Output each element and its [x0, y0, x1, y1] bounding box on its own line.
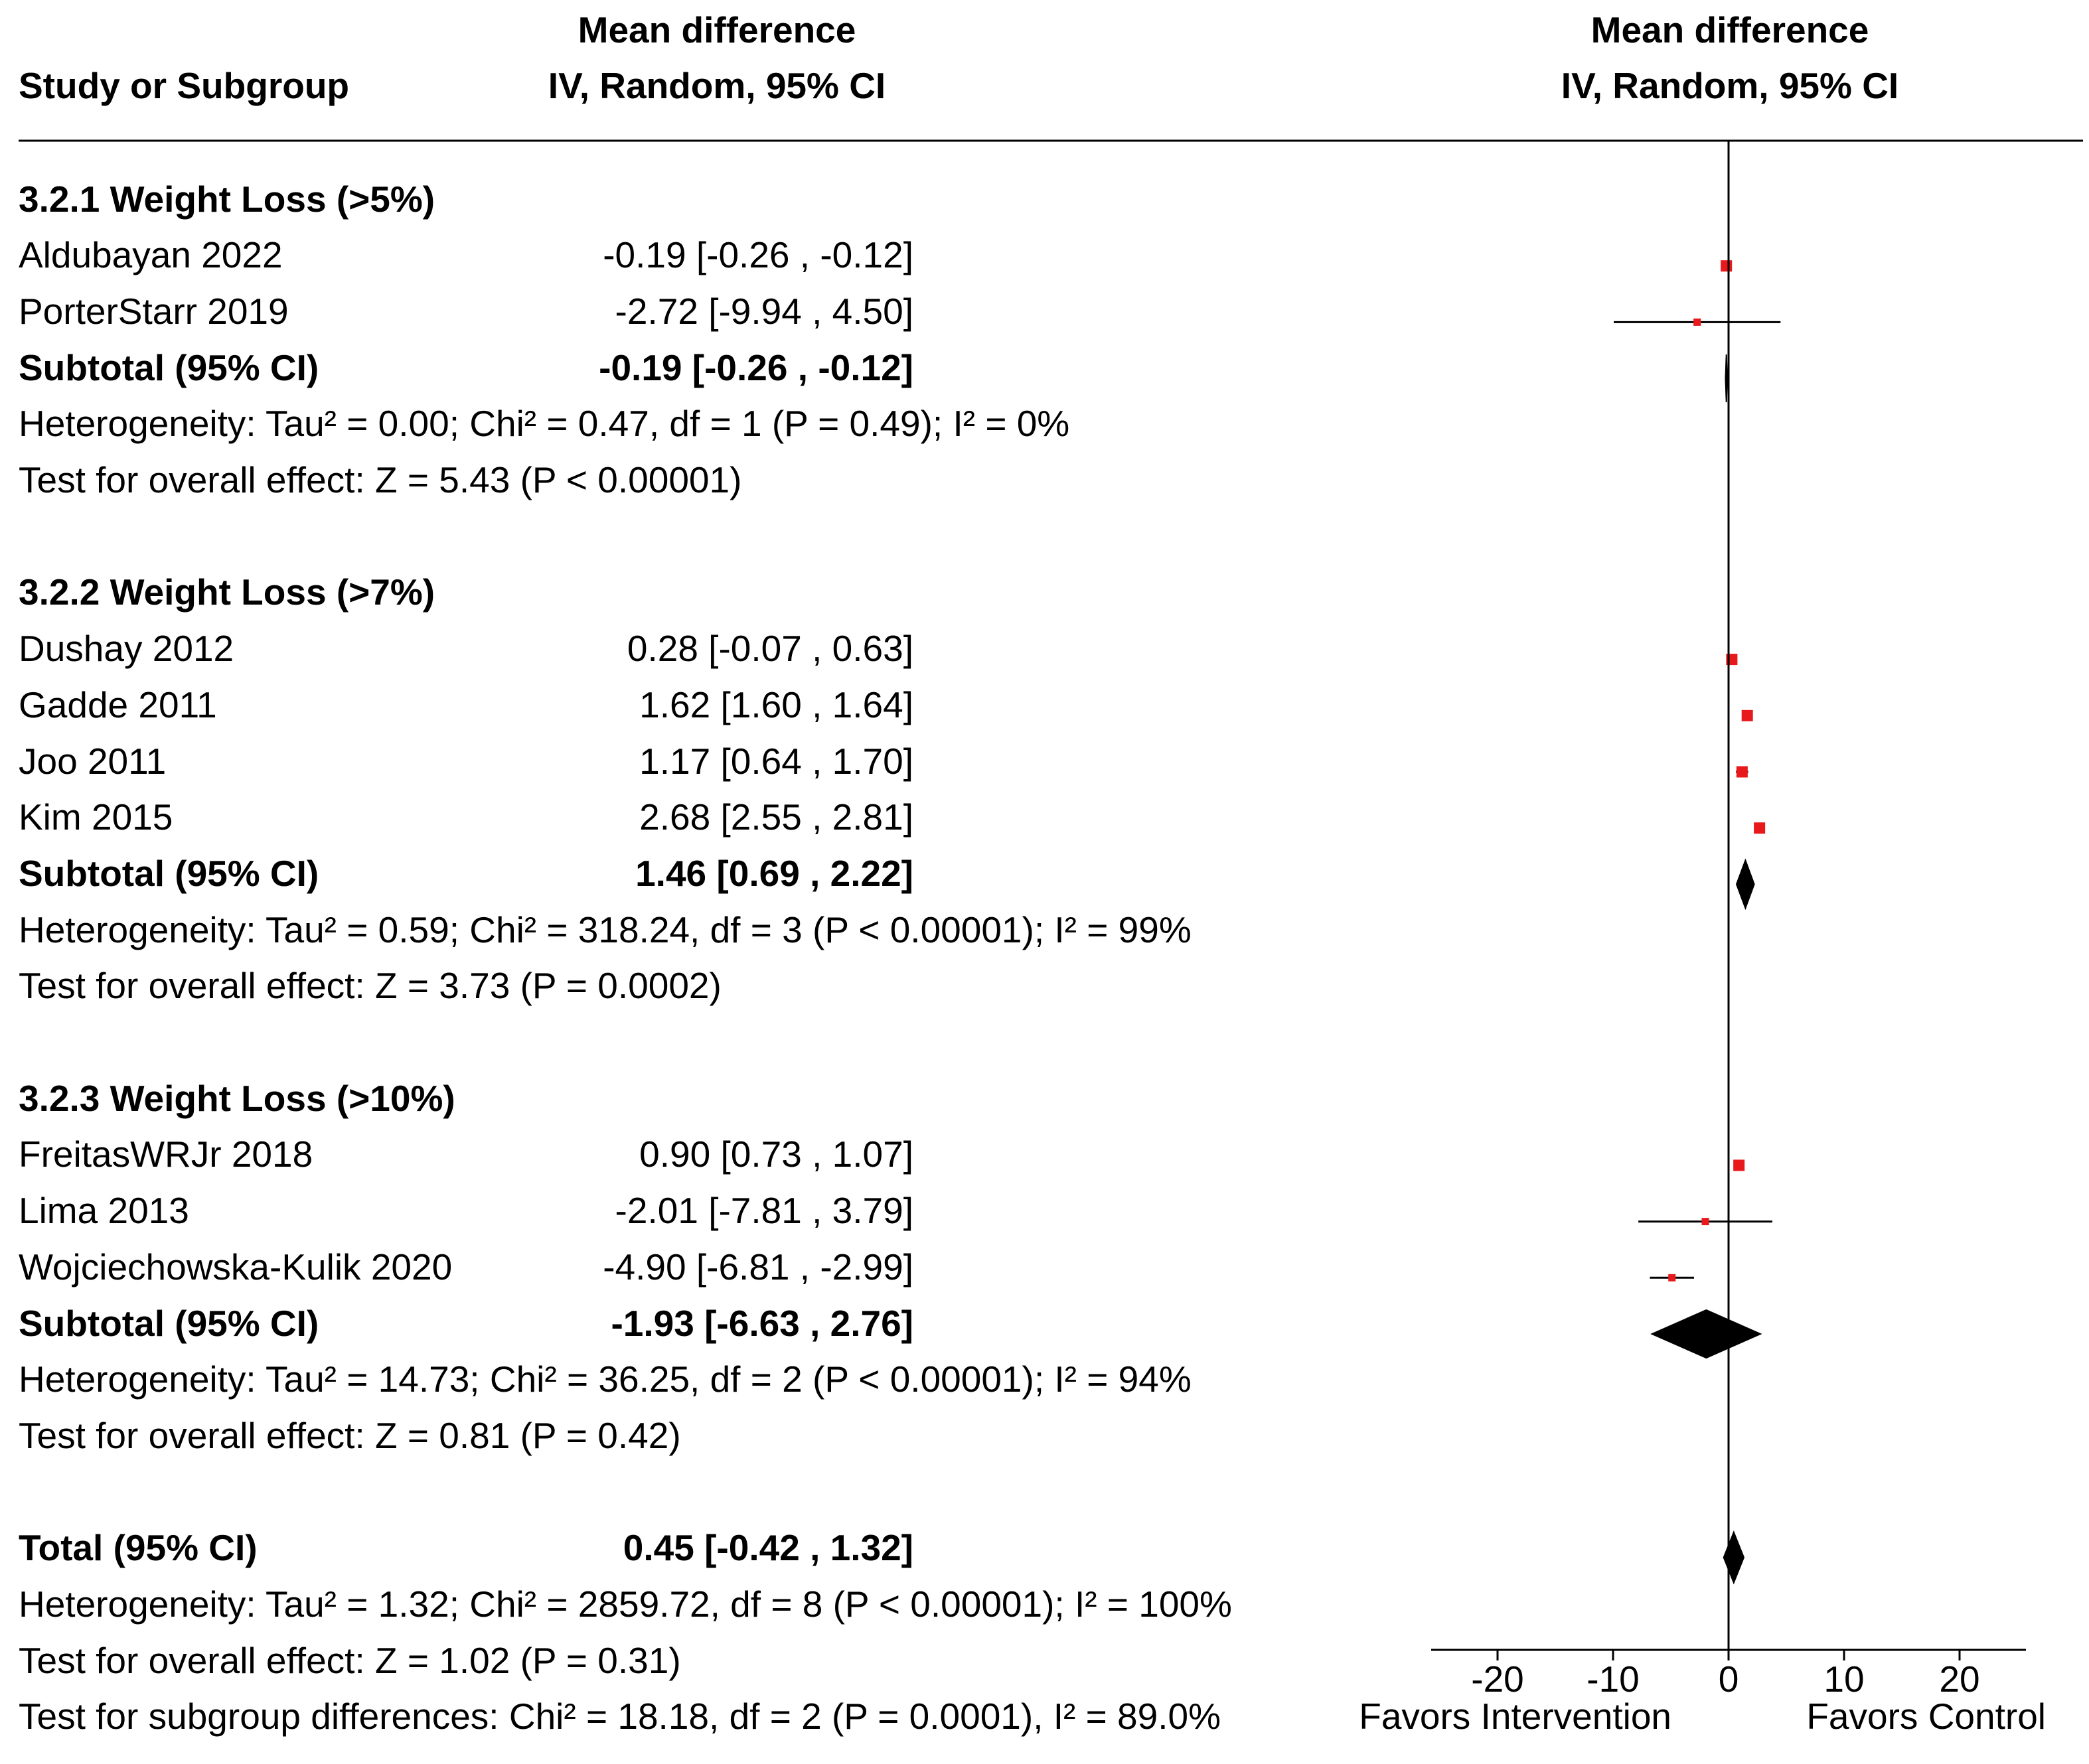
header-plot-col-line1: Mean difference [1590, 9, 1869, 50]
subgroup-differences-text: Test for subgroup differences: Chi² = 18… [19, 1696, 1221, 1737]
study-marker [1701, 1218, 1709, 1226]
favors-intervention-label: Favors Intervention [1359, 1696, 1671, 1737]
total-diamond [1723, 1530, 1745, 1585]
study-name: Lima 2013 [19, 1190, 189, 1232]
subgroup-title: 3.2.1 Weight Loss (>5%) [19, 178, 435, 220]
study-name: Aldubayan 2022 [19, 234, 283, 276]
study-marker [1733, 1159, 1745, 1171]
x-tick-label: -20 [1471, 1658, 1524, 1700]
study-marker [1693, 318, 1701, 326]
overall-effect-text: Test for overall effect: Z = 3.73 (P = 0… [19, 965, 722, 1007]
study-marker [1668, 1274, 1676, 1282]
subtotal-ci-text: 1.46 [0.69 , 2.22] [635, 852, 913, 894]
subgroup-title: 3.2.2 Weight Loss (>7%) [19, 571, 435, 613]
overall-effect-text: Test for overall effect: Z = 0.81 (P = 0… [19, 1414, 681, 1456]
x-tick-label: 0 [1718, 1658, 1739, 1700]
subtotal-label: Subtotal (95% CI) [19, 346, 319, 388]
study-ci-text: 0.90 [0.73 , 1.07] [639, 1134, 913, 1175]
x-tick-label: 20 [1939, 1658, 1980, 1700]
header-md-col-line1: Mean difference [578, 9, 856, 50]
study-name: FreitasWRJr 2018 [19, 1134, 313, 1175]
subtotal-ci-text: -1.93 [-6.63 , 2.76] [611, 1302, 913, 1344]
x-tick-label: 10 [1823, 1658, 1865, 1700]
total-heterogeneity-text: Heterogeneity: Tau² = 1.32; Chi² = 2859.… [19, 1583, 1232, 1625]
study-name: Joo 2011 [19, 740, 167, 782]
study-marker [1721, 260, 1733, 272]
x-tick-label: -10 [1586, 1658, 1640, 1700]
subgroup-title: 3.2.3 Weight Loss (>10%) [19, 1077, 455, 1119]
study-name: Kim 2015 [19, 796, 173, 838]
study-name: Gadde 2011 [19, 684, 217, 725]
study-marker [1741, 709, 1753, 721]
subtotal-label: Subtotal (95% CI) [19, 1302, 319, 1344]
subtotal-ci-text: -0.19 [-0.26 , -0.12] [599, 346, 913, 388]
favors-control-label: Favors Control [1806, 1696, 2046, 1737]
study-name: PorterStarr 2019 [19, 290, 289, 332]
subtotal-diamond [1735, 858, 1755, 911]
study-marker [1754, 822, 1766, 834]
study-ci-text: 2.68 [2.55 , 2.81] [639, 796, 913, 838]
header-study-col: Study or Subgroup [19, 65, 350, 106]
total-overall-effect-text: Test for overall effect: Z = 1.02 (P = 0… [19, 1639, 681, 1681]
subtotal-diamond [1725, 354, 1728, 403]
header-plot-col-line2: IV, Random, 95% CI [1561, 65, 1899, 106]
heterogeneity-text: Heterogeneity: Tau² = 0.59; Chi² = 318.2… [19, 909, 1192, 950]
total-ci-text: 0.45 [-0.42 , 1.32] [623, 1527, 913, 1569]
study-ci-text: -2.72 [-9.94 , 4.50] [615, 290, 913, 332]
heterogeneity-text: Heterogeneity: Tau² = 14.73; Chi² = 36.2… [19, 1359, 1192, 1400]
overall-effect-text: Test for overall effect: Z = 5.43 (P < 0… [19, 459, 742, 500]
total-label: Total (95% CI) [19, 1527, 258, 1569]
subtotal-diamond [1650, 1309, 1762, 1359]
study-name: Wojciechowska-Kulik 2020 [19, 1246, 453, 1287]
study-ci-text: -4.90 [-6.81 , -2.99] [603, 1246, 913, 1287]
study-marker [1736, 766, 1748, 778]
study-ci-text: -0.19 [-0.26 , -0.12] [603, 234, 913, 276]
study-ci-text: -2.01 [-7.81 , 3.79] [615, 1190, 913, 1232]
study-ci-text: 1.17 [0.64 , 1.70] [639, 740, 913, 782]
header-md-col-line2: IV, Random, 95% CI [548, 65, 886, 106]
subtotal-label: Subtotal (95% CI) [19, 852, 319, 894]
study-name: Dushay 2012 [19, 628, 234, 670]
heterogeneity-text: Heterogeneity: Tau² = 0.00; Chi² = 0.47,… [19, 403, 1070, 445]
study-ci-text: 1.62 [1.60 , 1.64] [639, 684, 913, 725]
study-ci-text: 0.28 [-0.07 , 0.63] [627, 628, 913, 670]
